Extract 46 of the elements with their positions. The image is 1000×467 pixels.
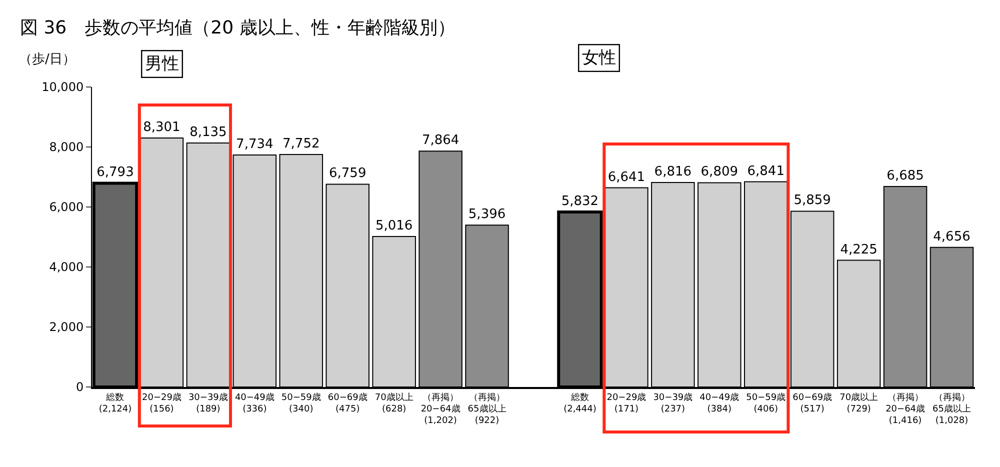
y-tick-label: 0 xyxy=(76,380,84,394)
x-tick-label: 総数 (2,444) xyxy=(564,392,596,414)
x-tick-label: 60−69歳 (517) xyxy=(792,392,832,414)
y-tick-label: 10,000 xyxy=(42,80,84,94)
data-label: 4,656 xyxy=(933,229,970,244)
data-label: 6,816 xyxy=(654,164,692,180)
data-label: 8,301 xyxy=(143,120,180,135)
y-tick-label: 8,000 xyxy=(49,140,84,154)
x-tick-label: 70歳以上 (628) xyxy=(374,392,414,414)
data-label: 6,809 xyxy=(700,164,738,180)
data-label: 4,225 xyxy=(840,242,878,258)
x-tick-label: （再掲） 20−64歳 (1,416) xyxy=(886,392,926,426)
data-label: 7,734 xyxy=(236,136,274,152)
y-tick-label: 6,000 xyxy=(49,200,84,214)
x-tick-label: 70歳以上 (729) xyxy=(840,392,878,414)
data-label: 5,832 xyxy=(561,194,599,210)
x-tick-label: 40−49歳 (336) xyxy=(234,392,274,414)
data-label: 6,759 xyxy=(328,166,366,182)
y-tick-label: 2,000 xyxy=(49,320,84,334)
data-label: 5,396 xyxy=(468,207,506,222)
data-label: 7,864 xyxy=(422,133,460,148)
x-tick-label: 60−69歳 (475) xyxy=(328,392,368,414)
x-tick-label: 20−29歳 (171) xyxy=(606,392,646,414)
x-tick-label: 40−49歳 (384) xyxy=(700,392,740,414)
data-label: 5,016 xyxy=(375,218,413,234)
x-tick-label: （再掲） 65歳以上 (1,028) xyxy=(932,392,971,426)
x-tick-label: 20−29歳 (156) xyxy=(142,392,182,414)
data-label: 6,641 xyxy=(608,170,646,185)
data-label: 7,752 xyxy=(282,136,320,152)
data-label: 6,685 xyxy=(886,168,924,184)
x-tick-label: 30−39歳 (237) xyxy=(653,392,693,414)
data-label: 6,841 xyxy=(747,164,784,179)
x-tick-label: 50−59歳 (406) xyxy=(746,392,786,414)
y-axis-title: （歩/日） xyxy=(19,52,76,67)
data-label: 8,135 xyxy=(190,124,227,140)
chart-title: 図 36 歩数の平均値（20 歳以上、性・年齢階級別） xyxy=(20,18,456,39)
x-tick-label: 50−59歳 (340) xyxy=(281,392,321,414)
x-tick-label: （再掲） 20−64歳 (1,202) xyxy=(420,392,460,426)
y-tick-label: 4,000 xyxy=(49,260,84,274)
data-label: 6,793 xyxy=(96,165,134,180)
x-tick-label: 30−39歳 (189) xyxy=(188,392,228,414)
text: 男性 xyxy=(145,54,180,74)
x-tick-label: 総数 (2,124) xyxy=(98,392,132,414)
data-label: 5,859 xyxy=(794,193,831,208)
text: 女性 xyxy=(582,48,616,68)
x-tick-label: （再掲） 65歳以上 (922) xyxy=(468,392,506,426)
